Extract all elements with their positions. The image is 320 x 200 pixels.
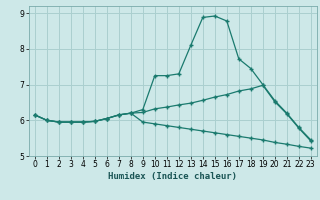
X-axis label: Humidex (Indice chaleur): Humidex (Indice chaleur) (108, 172, 237, 181)
